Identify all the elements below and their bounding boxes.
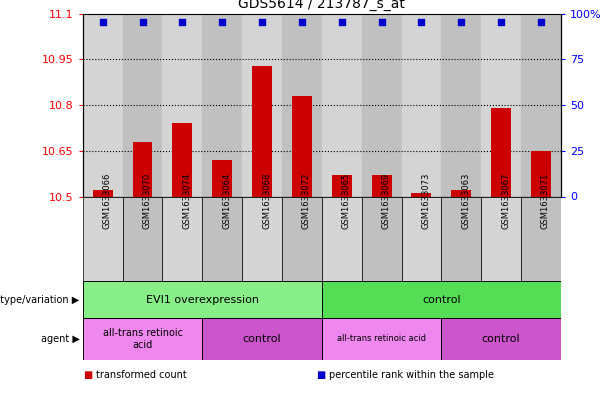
- Bar: [441, 14, 481, 196]
- Text: GSM1633074: GSM1633074: [183, 173, 191, 229]
- Text: GSM1633063: GSM1633063: [462, 173, 470, 229]
- Bar: [93, 191, 113, 196]
- Bar: [202, 14, 242, 196]
- Bar: [202, 196, 242, 281]
- Point: [178, 19, 188, 25]
- Bar: [371, 175, 392, 196]
- Bar: [172, 123, 192, 196]
- Bar: [252, 66, 272, 196]
- Text: GSM1633069: GSM1633069: [381, 173, 390, 229]
- Text: genotype/variation ▶: genotype/variation ▶: [0, 295, 80, 305]
- Text: ■: ■: [316, 370, 325, 380]
- Point: [98, 19, 108, 25]
- Bar: [411, 193, 432, 196]
- Point: [376, 19, 386, 25]
- Text: all-trans retinoic acid: all-trans retinoic acid: [337, 334, 426, 343]
- Bar: [322, 196, 362, 281]
- Text: GSM1633067: GSM1633067: [501, 173, 510, 229]
- Text: all-trans retinoic
acid: all-trans retinoic acid: [102, 328, 183, 350]
- Bar: [83, 14, 123, 196]
- Text: EVI1 overexpression: EVI1 overexpression: [146, 295, 259, 305]
- Bar: [402, 196, 441, 281]
- Point: [337, 19, 347, 25]
- Point: [417, 19, 427, 25]
- Bar: [362, 14, 402, 196]
- Bar: [402, 14, 441, 196]
- Bar: [451, 191, 471, 196]
- Bar: [242, 14, 282, 196]
- Bar: [162, 196, 202, 281]
- Bar: [481, 14, 521, 196]
- Text: GSM1633065: GSM1633065: [342, 173, 351, 229]
- Point: [497, 19, 506, 25]
- Bar: [322, 318, 441, 360]
- Bar: [123, 14, 162, 196]
- Text: GSM1633066: GSM1633066: [103, 173, 112, 229]
- Text: control: control: [243, 334, 281, 344]
- Bar: [362, 196, 402, 281]
- Text: GSM1633072: GSM1633072: [302, 173, 311, 229]
- Bar: [202, 318, 322, 360]
- Bar: [83, 318, 202, 360]
- Bar: [332, 175, 352, 196]
- Bar: [531, 151, 551, 196]
- Bar: [441, 318, 561, 360]
- Bar: [521, 196, 561, 281]
- Text: control: control: [482, 334, 520, 344]
- Bar: [83, 196, 123, 281]
- Bar: [242, 196, 282, 281]
- Bar: [322, 14, 362, 196]
- Text: control: control: [422, 295, 461, 305]
- Point: [218, 19, 227, 25]
- Bar: [282, 196, 322, 281]
- Bar: [162, 14, 202, 196]
- Title: GDS5614 / 213787_s_at: GDS5614 / 213787_s_at: [238, 0, 405, 11]
- Bar: [282, 14, 322, 196]
- Point: [297, 19, 307, 25]
- Point: [536, 19, 546, 25]
- Bar: [521, 14, 561, 196]
- Point: [137, 19, 148, 25]
- Bar: [123, 196, 162, 281]
- Text: GSM1633064: GSM1633064: [223, 173, 231, 229]
- Text: GSM1633071: GSM1633071: [541, 173, 550, 229]
- Text: transformed count: transformed count: [96, 370, 187, 380]
- Text: ■: ■: [83, 370, 92, 380]
- Bar: [481, 196, 521, 281]
- Bar: [322, 281, 561, 318]
- Bar: [132, 142, 153, 196]
- Bar: [441, 196, 481, 281]
- Bar: [491, 108, 511, 196]
- Text: GSM1633070: GSM1633070: [142, 173, 151, 229]
- Point: [456, 19, 466, 25]
- Point: [257, 19, 267, 25]
- Bar: [292, 96, 312, 196]
- Bar: [83, 281, 322, 318]
- Text: agent ▶: agent ▶: [41, 334, 80, 344]
- Bar: [212, 160, 232, 196]
- Text: GSM1633068: GSM1633068: [262, 173, 271, 229]
- Text: percentile rank within the sample: percentile rank within the sample: [329, 370, 494, 380]
- Text: GSM1633073: GSM1633073: [422, 173, 430, 229]
